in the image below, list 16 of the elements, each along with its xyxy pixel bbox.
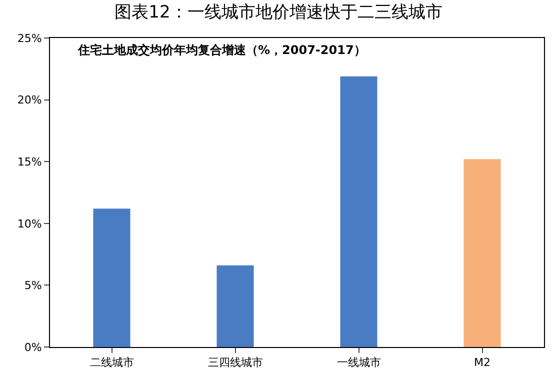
bar (216, 265, 254, 347)
bar (464, 159, 501, 347)
y-tick-label: 20% (17, 94, 42, 107)
bar (93, 208, 130, 347)
x-tick-label: M2 (474, 356, 490, 370)
x-tick-label: 二线城市 (90, 356, 134, 370)
x-tick-label: 一线城市 (336, 356, 381, 370)
text: 住宅土地成交均价年均复合增速（%，2007-2017） (77, 43, 366, 57)
y-tick-label: 5% (24, 279, 42, 292)
x-tick-label: 三四线城市 (208, 356, 263, 370)
y-tick-label: 0% (24, 340, 42, 354)
chart-title: 图表12：一线城市地价增速快于二三线城市 (114, 2, 442, 23)
y-tick-label: 15% (17, 155, 42, 168)
y-tick-label: 25% (17, 32, 42, 45)
y-tick-label: 10% (17, 217, 42, 230)
bar (340, 76, 378, 347)
